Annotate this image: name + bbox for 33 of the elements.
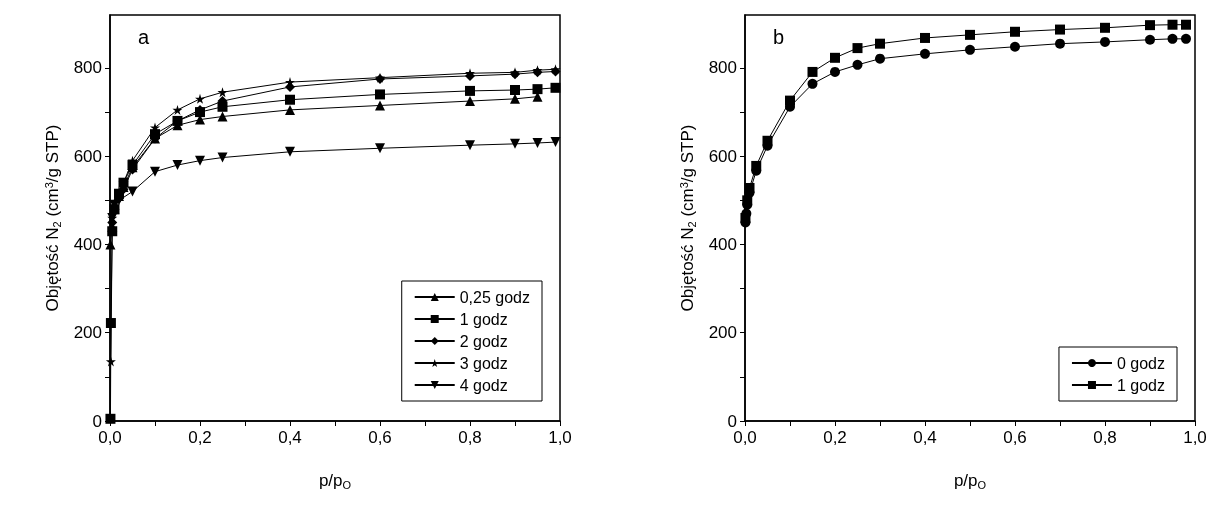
y-tick-label: 0 — [92, 411, 102, 431]
y-tick-label: 400 — [708, 234, 737, 254]
y-axis-title: Objętość N2 (cm3/g STP) — [42, 124, 63, 312]
y-axis-title: Objętość N2 (cm3/g STP) — [677, 124, 698, 312]
x-tick-label: 0,6 — [368, 428, 392, 447]
x-tick-label: 0,0 — [733, 428, 757, 447]
y-tick-label: 600 — [708, 146, 737, 166]
x-tick-label: 1,0 — [1183, 428, 1207, 447]
y-tick-label: 800 — [708, 58, 737, 78]
x-tick-label: 0,6 — [1003, 428, 1027, 447]
y-tick-label: 600 — [73, 146, 102, 166]
legend-label: 4 godz — [459, 376, 508, 394]
legend-label: 0 godz — [1116, 354, 1166, 372]
x-tick-label: 0,8 — [458, 428, 482, 447]
legend-label: 0,25 godz — [459, 288, 530, 306]
annotation: b — [773, 26, 785, 48]
x-tick-label: 0,0 — [98, 428, 122, 447]
legend-label: 1 godz — [459, 310, 508, 328]
y-tick-label: 200 — [73, 323, 102, 343]
legend-label: 1 godz — [1116, 376, 1166, 394]
y-tick-label: 0 — [727, 411, 737, 431]
y-tick-label: 200 — [708, 323, 737, 343]
legend-label: 3 godz — [459, 354, 508, 372]
annotation: a — [138, 26, 150, 48]
y-tick-label: 800 — [73, 58, 102, 78]
x-tick-label: 0,2 — [188, 428, 212, 447]
y-tick-label: 400 — [73, 234, 102, 254]
x-tick-label: 0,4 — [278, 428, 302, 447]
x-tick-label: 0,8 — [1093, 428, 1117, 447]
x-tick-label: 0,2 — [823, 428, 847, 447]
x-tick-label: 0,4 — [913, 428, 937, 447]
x-tick-label: 1,0 — [548, 428, 572, 447]
legend-label: 2 godz — [459, 332, 508, 350]
